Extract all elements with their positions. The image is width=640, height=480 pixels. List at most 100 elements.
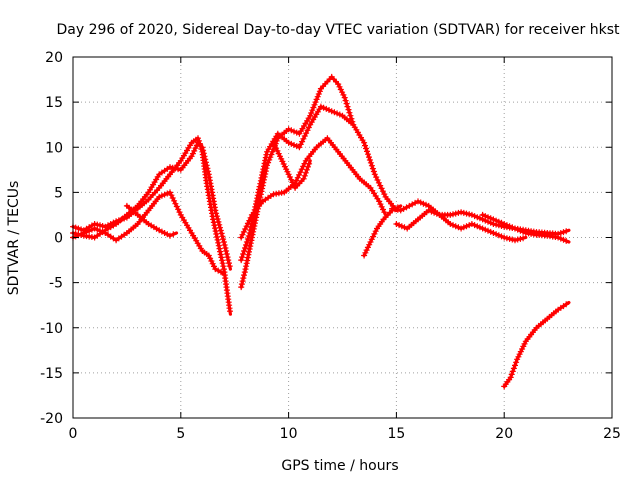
plus-marker	[305, 163, 311, 170]
plus-marker	[241, 269, 248, 276]
y-axis-label: SDTVAR / TECUs	[6, 181, 22, 296]
plus-marker	[485, 214, 491, 221]
x-tick-label: 0	[69, 426, 78, 442]
plus-marker	[239, 278, 246, 285]
series-markers	[393, 207, 527, 244]
plus-marker	[161, 230, 168, 236]
plus-marker	[200, 147, 207, 154]
plus-marker	[86, 227, 93, 234]
plus-marker	[361, 139, 368, 146]
plus-marker	[317, 103, 324, 110]
y-tick-label: -5	[49, 276, 63, 292]
plus-marker	[376, 198, 383, 205]
plus-marker	[463, 223, 470, 230]
plus-marker	[246, 217, 253, 224]
plus-marker	[294, 174, 301, 181]
plus-marker	[301, 133, 308, 139]
plus-marker	[347, 112, 354, 119]
plus-marker	[431, 209, 438, 216]
plus-marker	[452, 210, 459, 217]
plus-marker	[291, 128, 297, 135]
series-arc-7	[238, 135, 388, 241]
plus-marker	[363, 247, 370, 254]
y-tick-label: -20	[40, 411, 63, 427]
plus-marker	[309, 107, 316, 114]
plus-marker	[293, 143, 300, 150]
plus-marker	[238, 284, 245, 291]
plus-marker	[468, 221, 475, 227]
plus-marker	[200, 150, 207, 157]
plus-marker	[205, 252, 212, 259]
plus-marker	[398, 223, 405, 230]
plus-marker	[300, 175, 307, 182]
plus-marker	[563, 301, 570, 308]
series-arc-11	[393, 207, 528, 244]
plus-marker	[296, 144, 303, 151]
plus-marker	[501, 221, 508, 227]
plus-marker	[227, 308, 233, 315]
plus-marker	[490, 216, 497, 223]
plus-marker	[463, 210, 470, 217]
plus-marker	[288, 176, 295, 183]
plus-marker	[560, 236, 567, 243]
plus-marker	[271, 142, 278, 149]
series-arc-3	[70, 189, 226, 276]
plus-marker	[460, 224, 467, 231]
plus-marker	[307, 112, 314, 119]
plus-marker	[211, 263, 217, 270]
plus-marker	[557, 230, 564, 236]
plus-marker	[362, 142, 368, 149]
plus-marker	[346, 109, 353, 116]
plus-marker	[344, 103, 351, 110]
plus-marker	[323, 105, 330, 112]
plus-marker	[310, 104, 317, 111]
plus-marker	[378, 203, 385, 210]
plus-marker	[216, 221, 223, 228]
plus-marker	[331, 109, 338, 116]
plus-marker	[560, 229, 567, 236]
plus-marker	[204, 165, 211, 172]
plus-marker	[368, 162, 375, 169]
plus-marker	[482, 213, 489, 220]
plus-marker	[365, 151, 371, 158]
plus-marker	[316, 88, 323, 95]
plus-marker	[555, 234, 562, 241]
plus-marker	[238, 281, 245, 288]
plus-marker	[243, 223, 250, 230]
plus-marker	[288, 127, 295, 134]
y-tick-label: 5	[54, 185, 63, 201]
plus-marker	[362, 249, 369, 256]
plus-marker	[368, 236, 375, 243]
plus-marker	[209, 260, 216, 267]
plus-marker	[495, 218, 502, 225]
plus-marker	[303, 166, 310, 173]
plus-marker	[396, 222, 403, 229]
plus-marker	[238, 234, 245, 241]
plus-marker	[336, 111, 343, 118]
plus-marker	[274, 147, 281, 154]
plus-marker	[508, 371, 515, 378]
plus-marker	[370, 233, 377, 240]
x-tick-label: 10	[280, 426, 298, 442]
plus-marker	[99, 223, 106, 229]
plus-marker	[203, 162, 210, 169]
plus-marker	[189, 150, 196, 157]
plus-marker	[260, 166, 267, 173]
plus-marker	[226, 263, 233, 270]
plus-marker	[423, 201, 429, 208]
plus-marker	[289, 179, 296, 186]
plus-marker	[366, 157, 373, 163]
plus-marker	[242, 245, 248, 251]
plus-marker	[490, 230, 497, 236]
plus-marker	[468, 211, 475, 218]
plus-marker	[520, 228, 527, 235]
plus-marker	[482, 226, 489, 233]
plus-marker	[247, 214, 254, 221]
plus-marker	[447, 221, 454, 227]
x-axis-label: GPS time / hours	[281, 458, 398, 474]
plus-marker	[161, 191, 168, 198]
series-markers	[70, 189, 224, 276]
plus-marker	[83, 228, 90, 235]
